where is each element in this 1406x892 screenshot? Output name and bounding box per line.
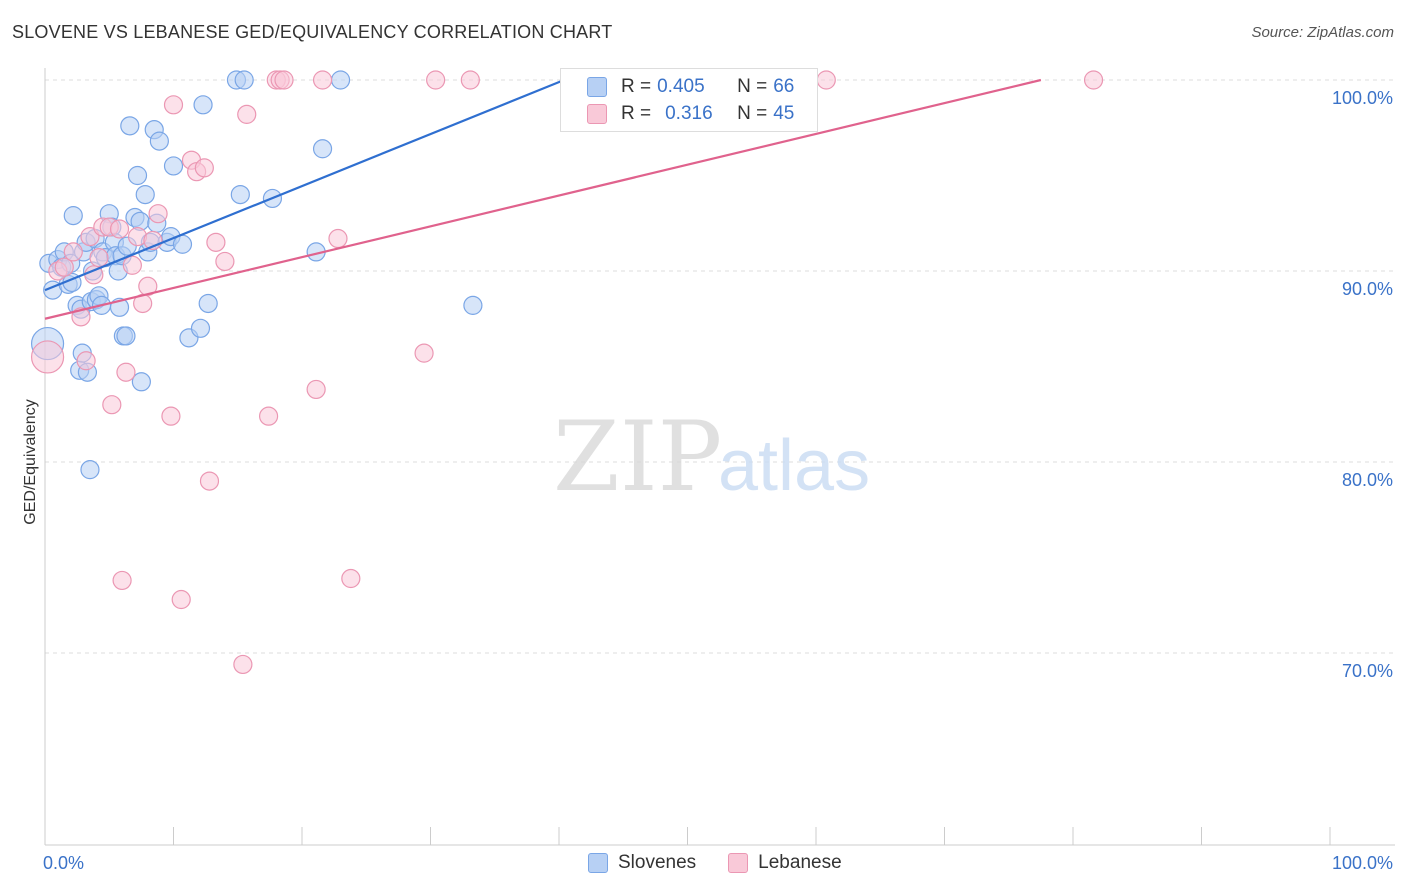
point-lebanese — [258, 406, 279, 426]
point-lebanese — [233, 654, 253, 675]
point-slovenes — [190, 318, 211, 338]
point-slovenes — [198, 293, 218, 314]
legend-n-label: N = — [737, 103, 768, 124]
point-lebanese — [122, 255, 142, 275]
point-lebanese — [102, 395, 122, 415]
y-tick-label: 80.0% — [1342, 470, 1393, 490]
y-tick-label: 70.0% — [1342, 661, 1393, 681]
grid-lines — [45, 79, 1395, 654]
point-lebanese — [306, 379, 326, 400]
legend-swatch-pink — [728, 853, 749, 873]
y-tick-label: 100.0% — [1332, 88, 1393, 108]
point-slovenes — [330, 70, 351, 90]
legend-r-label: R = — [621, 76, 652, 97]
point-lebanese — [112, 570, 132, 591]
point-slovenes — [131, 372, 151, 392]
point-lebanese — [171, 589, 191, 610]
trend-lines — [44, 78, 1042, 320]
point-lebanese — [274, 70, 294, 90]
point-slovenes — [135, 185, 155, 205]
point-lebanese — [206, 232, 226, 252]
point-lebanese — [109, 219, 130, 239]
point-lebanese — [237, 104, 257, 124]
point-lebanese — [816, 70, 836, 90]
point-lebanese — [215, 251, 235, 272]
legend-row-slovenes: R = 0.405 N = 66 — [587, 75, 794, 99]
tick-labels: 100.0% 90.0% 80.0% 70.0% 0.0% 100.0% GED/Equiv… — [22, 88, 1393, 873]
point-slovenes — [80, 460, 100, 480]
point-slovenes — [163, 156, 184, 176]
legend-label: Slovenes — [618, 852, 697, 873]
y-axis-label: GED/Equivalency — [22, 399, 39, 524]
x-tick-label: 0.0% — [43, 853, 84, 873]
trend-line-slovenes — [44, 78, 565, 292]
point-lebanese — [76, 351, 96, 371]
point-lebanese — [80, 227, 100, 247]
point-lebanese — [163, 95, 184, 115]
trend-line-lebanese — [44, 78, 1042, 320]
point-lebanese — [116, 362, 136, 382]
point-lebanese — [30, 340, 65, 374]
legend-r-value: 0.316 — [665, 103, 713, 124]
x-tick-label: 100.0% — [1332, 853, 1393, 873]
point-slovenes — [120, 116, 140, 136]
chart-title: SLOVENE VS LEBANESE GED/EQUIVALENCY CORR… — [12, 22, 613, 42]
legend-n-value: 45 — [773, 103, 795, 124]
legend-row-lebanese: R = 0.316 N = 45 — [587, 102, 794, 126]
legend-r-label: R = — [621, 103, 652, 124]
point-slovenes — [63, 206, 83, 226]
point-lebanese — [148, 204, 168, 224]
point-lebanese — [460, 70, 480, 90]
point-lebanese — [89, 248, 109, 268]
point-lebanese — [426, 70, 446, 90]
point-lebanese — [161, 406, 181, 426]
watermark-zip: ZIP — [553, 401, 722, 513]
y-tick-label: 90.0% — [1342, 279, 1393, 299]
data-points — [30, 70, 1104, 675]
point-lebanese — [341, 568, 361, 589]
point-slovenes — [312, 139, 333, 159]
legend-label: Lebanese — [758, 852, 842, 873]
point-lebanese — [414, 343, 434, 363]
point-slovenes — [193, 95, 213, 115]
point-lebanese — [328, 228, 348, 249]
point-lebanese — [312, 70, 333, 90]
legend-item-slovenes: Slovenes — [588, 852, 696, 874]
point-slovenes — [230, 185, 250, 205]
watermark-atlas: atlas — [718, 426, 870, 506]
point-slovenes — [127, 165, 148, 186]
legend-r-value: 0.405 — [657, 76, 705, 97]
correlation-legend: R = 0.405 N = 66 R = 0.316 N = 45 — [560, 68, 818, 132]
point-lebanese — [71, 307, 91, 327]
legend-swatch-blue — [588, 853, 608, 873]
legend-item-lebanese: Lebanese — [728, 852, 842, 874]
point-lebanese — [63, 242, 83, 262]
point-lebanese — [54, 257, 74, 277]
chart-source: Source: ZipAtlas.com — [1251, 24, 1394, 41]
point-lebanese — [1083, 70, 1104, 90]
point-slovenes — [149, 131, 169, 151]
legend-swatch-blue — [587, 77, 607, 97]
point-lebanese — [194, 158, 214, 178]
point-slovenes — [116, 326, 136, 346]
point-lebanese — [138, 276, 158, 296]
axes — [44, 68, 1395, 846]
point-slovenes — [463, 295, 483, 315]
series-legend: Slovenes Lebanese — [588, 852, 874, 874]
legend-n-label: N = — [737, 76, 768, 97]
legend-n-value: 66 — [773, 76, 795, 97]
point-slovenes — [234, 70, 254, 90]
point-lebanese — [199, 471, 220, 491]
legend-swatch-pink — [587, 104, 607, 124]
